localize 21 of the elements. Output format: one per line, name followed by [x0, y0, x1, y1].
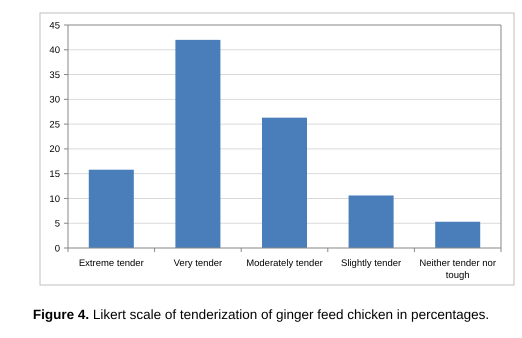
y-tick-label: 0 — [54, 243, 60, 254]
x-tick-label: Neither tender nor tough — [419, 258, 496, 281]
y-tick-label: 10 — [49, 194, 60, 205]
x-tick-label: Moderately tender — [246, 258, 323, 269]
y-tick-label: 45 — [49, 20, 60, 32]
y-tick-label: 30 — [49, 94, 60, 106]
y-tick-label: 20 — [49, 144, 60, 156]
bar — [435, 222, 480, 248]
bar — [88, 170, 134, 248]
y-tick-label: 35 — [49, 70, 60, 81]
bar — [262, 118, 308, 248]
bar — [175, 40, 220, 248]
x-tick-label: Extreme tender — [78, 258, 144, 269]
x-tick-label: Very tender — [174, 258, 222, 269]
bar — [348, 195, 394, 248]
x-tick-label: Slightly tender — [341, 258, 402, 269]
y-tick-label: 25 — [49, 119, 60, 130]
y-tick-label: 5 — [54, 218, 60, 230]
caption: Figure 4. Likert scale of tenderization of ginger feed chicken in percentages. — [32, 307, 490, 322]
y-tick-label: 40 — [49, 45, 60, 56]
y-tick-label: 15 — [49, 168, 60, 180]
